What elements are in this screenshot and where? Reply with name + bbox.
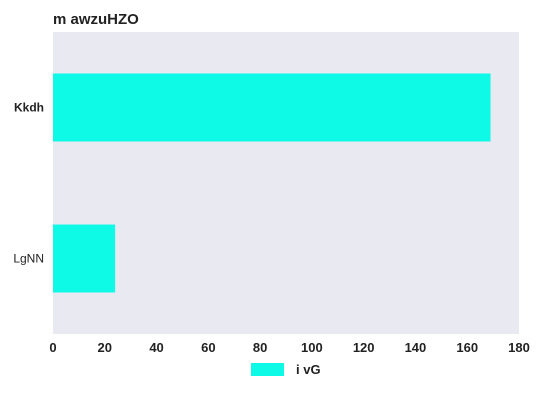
x-tick-label-40: 40 — [149, 340, 163, 355]
category-labels: Kkdh LgNN — [13, 101, 44, 266]
x-tick-label-160: 160 — [456, 340, 478, 355]
x-tick-label-180: 180 — [508, 340, 530, 355]
x-tick-label-80: 80 — [253, 340, 267, 355]
legend-label: i vG — [296, 362, 321, 377]
x-tick-label-20: 20 — [98, 340, 112, 355]
x-tick-label-60: 60 — [201, 340, 215, 355]
chart-title: m awzuHZO — [53, 11, 139, 28]
category-label-lgnn: LgNN — [13, 252, 44, 266]
bars — [53, 73, 491, 293]
x-tick-label-120: 120 — [353, 340, 375, 355]
x-axis-ticks: 0 20 40 60 80 100 120 140 160 180 — [49, 340, 529, 355]
bar-lgnn — [53, 224, 116, 293]
x-tick-label-0: 0 — [49, 340, 56, 355]
x-tick-label-140: 140 — [405, 340, 427, 355]
legend-swatch — [251, 363, 284, 376]
bar-kkdh — [53, 73, 491, 142]
category-label-kkdh: Kkdh — [14, 101, 44, 115]
x-tick-label-100: 100 — [301, 340, 323, 355]
legend: i vG — [251, 362, 321, 377]
